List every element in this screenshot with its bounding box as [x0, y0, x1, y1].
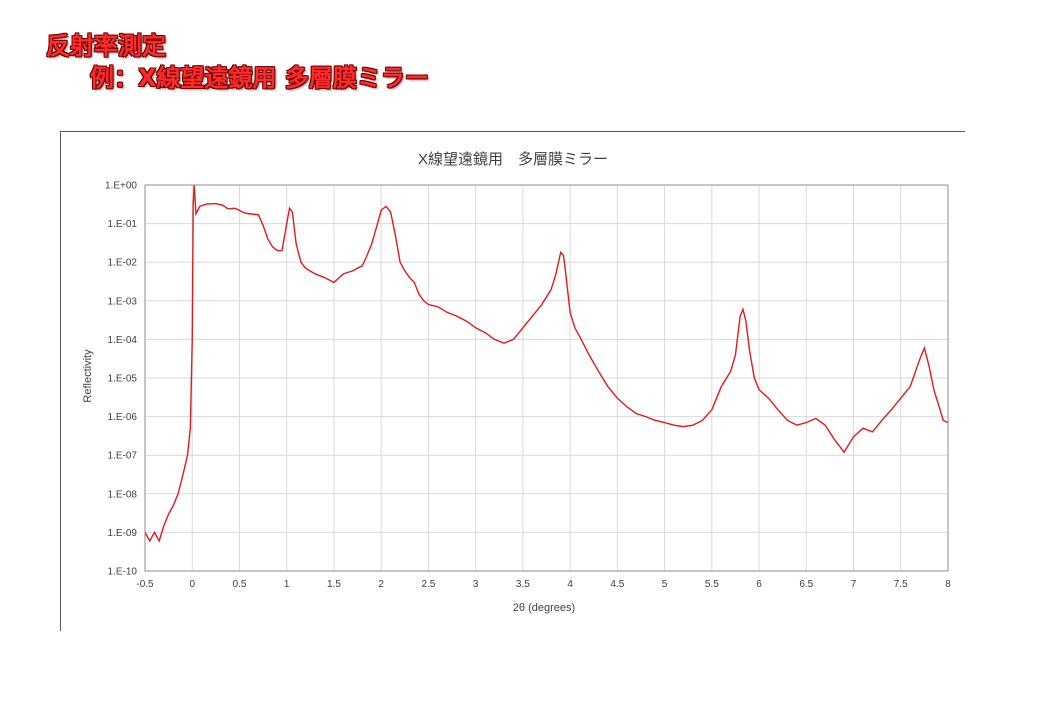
- series-line: [144, 184, 949, 543]
- x-tick-label: 4: [567, 579, 573, 590]
- chart-background: [61, 132, 966, 632]
- x-tick-label: 0.5: [233, 579, 247, 590]
- plot-area-border: [144, 184, 949, 572]
- page-heading: 反射率測定: [46, 32, 166, 60]
- x-tick-label: 2: [378, 579, 384, 590]
- x-tick-label: 6.5: [799, 579, 813, 590]
- y-tick-label: 1.E+00: [105, 181, 137, 192]
- y-tick-label: 1.E-02: [108, 258, 138, 269]
- x-tick-label: 3.5: [516, 579, 530, 590]
- x-tick-label: 2.5: [421, 579, 435, 590]
- y-tick-label: 1.E-08: [108, 489, 138, 500]
- x-tick-label: 1.5: [327, 579, 341, 590]
- x-tick-label: 0: [189, 579, 195, 590]
- y-tick-label: 1.E-10: [108, 567, 138, 578]
- chart-frame: -0.5 0 0.5 1 1.5 2 2.5 3 3.5 4 4.5 5 5.5 6 6.5 7 7.5 8 1.E…: [60, 131, 966, 632]
- y-tick-label: 1.E-03: [108, 296, 138, 307]
- x-tick-label: 7: [851, 579, 857, 590]
- y-tick-label: 1.E-05: [108, 374, 138, 385]
- reflectivity-chart: -0.5 0 0.5 1 1.5 2 2.5 3 3.5 4 4.5 5 5.5 6 6.5 7 7.5 8 1.E…: [61, 132, 966, 632]
- x-tick-label: 3: [473, 579, 479, 590]
- x-tick-label: 1: [284, 579, 290, 590]
- y-tick-label: 1.E-01: [108, 219, 138, 230]
- y-tick-label: 1.E-06: [108, 412, 138, 423]
- page-subheading: 例：X線望遠鏡用 多層膜ミラー: [90, 64, 429, 92]
- x-tick-label: 4.5: [610, 579, 624, 590]
- y-tick-label: 1.E-04: [108, 335, 138, 346]
- x-tick-label: 6: [756, 579, 762, 590]
- y-tick-label: 1.E-09: [108, 528, 138, 539]
- x-tick-label: -0.5: [136, 579, 154, 590]
- x-tick-label: 5: [662, 579, 668, 590]
- y-axis-label: Reflectivity: [82, 349, 94, 403]
- y-tick-label: 1.E-07: [108, 451, 138, 462]
- x-tick-label: 7.5: [894, 579, 908, 590]
- chart-title: X線望遠鏡用 多層膜ミラー: [418, 150, 608, 168]
- x-tick-label: 5.5: [705, 579, 719, 590]
- tick-labels: -0.5 0 0.5 1 1.5 2 2.5 3 3.5 4 4.5 5 5.5 6 6.5 7 7.5 8 1.E…: [105, 181, 951, 591]
- x-axis-label: 2θ (degrees): [513, 602, 575, 614]
- x-tick-label: 8: [945, 579, 951, 590]
